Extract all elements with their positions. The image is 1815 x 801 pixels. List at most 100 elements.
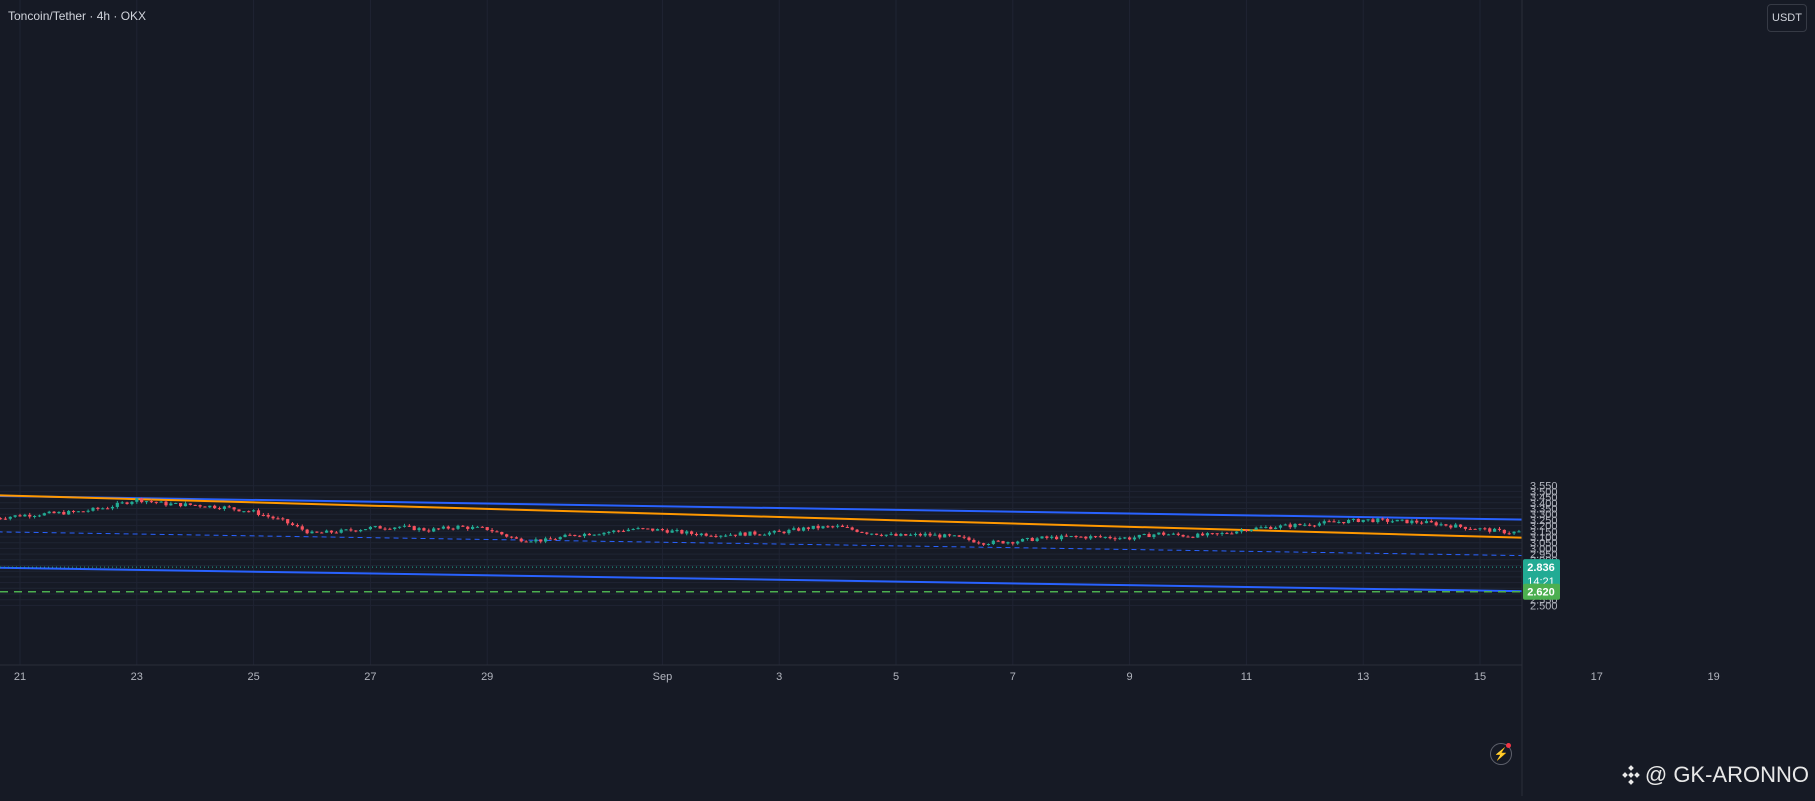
candle-up [1395, 519, 1399, 522]
y-tick-label: 3.150 [1530, 526, 1558, 538]
candle-up [368, 526, 372, 530]
candle-down [28, 514, 32, 517]
candle-down [1215, 533, 1219, 535]
candle-up [1376, 518, 1380, 523]
candle-up [1152, 534, 1156, 538]
candle-down [1147, 533, 1151, 538]
candle-down [261, 514, 265, 516]
candle-down [1176, 533, 1180, 535]
symbol-title[interactable]: Toncoin/Tether · 4h · OKX [8, 9, 147, 23]
candle-up [37, 515, 42, 517]
x-tick-label: 9 [1127, 671, 1133, 683]
candle-down [1356, 518, 1360, 522]
candle-up [1069, 535, 1073, 537]
candle-up [1196, 533, 1200, 538]
candle-down [553, 539, 557, 541]
candle-down [1488, 528, 1492, 532]
candle-up [1142, 533, 1146, 535]
candle-down [125, 502, 129, 504]
candle-down [1420, 522, 1424, 524]
candle-up [417, 528, 421, 531]
x-tick-label: 15 [1474, 671, 1486, 683]
candle-up [631, 529, 635, 531]
candle-up [325, 530, 329, 533]
candle-up [159, 501, 163, 503]
candle-up [1351, 518, 1356, 520]
candle-up [763, 534, 767, 536]
candle-down [1327, 521, 1331, 523]
candle-up [738, 532, 742, 536]
candle-down [1074, 535, 1078, 537]
candle-down [18, 515, 22, 517]
y-tick-label: 2.950 [1530, 549, 1558, 561]
candle-up [120, 502, 124, 504]
candle-down [1429, 521, 1433, 523]
candle-down [1463, 526, 1467, 529]
candle-down [578, 535, 582, 537]
candle-down [1332, 521, 1336, 523]
candle-down [1288, 524, 1292, 528]
candle-up [801, 527, 806, 531]
candle-down [938, 534, 942, 538]
candle-up [242, 511, 246, 513]
candle-up [1025, 537, 1029, 539]
lower-channel-line [0, 566, 1815, 597]
candle-down [1191, 536, 1195, 538]
candle-up [8, 516, 12, 519]
candle-up [836, 525, 840, 527]
watermark-text: @ GK-ARONNO [1644, 762, 1809, 787]
candle-down [1244, 529, 1248, 531]
candle-down [850, 527, 854, 530]
candle-down [1385, 519, 1390, 522]
candle-up [393, 527, 397, 529]
candle-down [349, 529, 353, 531]
candle-down [573, 534, 577, 536]
candle-down [548, 538, 553, 540]
candle-up [359, 530, 363, 532]
candle-down [1449, 525, 1453, 528]
candle-down [485, 527, 489, 531]
candle-up [91, 507, 95, 511]
candle-down [753, 531, 757, 535]
candle-up [1118, 538, 1122, 540]
candle-down [1108, 536, 1112, 539]
y-tick-label: 3.050 [1530, 538, 1558, 550]
candle-up [47, 511, 51, 514]
candle-down [52, 511, 56, 514]
candle-up [1259, 527, 1263, 529]
candle-up [42, 513, 46, 516]
currency-unit-button[interactable]: USDT [1767, 4, 1807, 32]
descending-trendline [0, 494, 1815, 547]
candle-up [1171, 533, 1175, 535]
candle-up [952, 535, 956, 537]
candle-up [597, 534, 601, 536]
x-tick-label: 5 [893, 671, 899, 683]
candle-up [1006, 542, 1010, 544]
candle-down [1225, 533, 1229, 535]
candle-up [86, 510, 90, 512]
candle-down [1405, 519, 1409, 524]
candle-up [339, 529, 343, 533]
candle-up [1517, 531, 1521, 533]
candle-up [183, 503, 188, 507]
x-tick-label: 27 [364, 671, 376, 683]
candle-down [840, 525, 845, 527]
candle-up [1361, 519, 1365, 522]
candle-down [1468, 528, 1472, 530]
candle-up [870, 533, 874, 535]
candle-down [1298, 523, 1302, 526]
candle-up [943, 534, 947, 538]
candle-up [889, 533, 893, 535]
lightning-icon[interactable]: ⚡ [1490, 743, 1512, 765]
candle-down [621, 530, 626, 532]
support-price-label: 2.620 [1527, 587, 1555, 599]
candle-down [641, 528, 645, 530]
candle-up [135, 498, 139, 502]
candle-up [101, 508, 105, 510]
candle-up [1278, 525, 1283, 528]
candle-down [1201, 533, 1205, 536]
candle-up [767, 532, 772, 535]
candle-down [651, 528, 655, 531]
candle-down [1458, 524, 1463, 527]
